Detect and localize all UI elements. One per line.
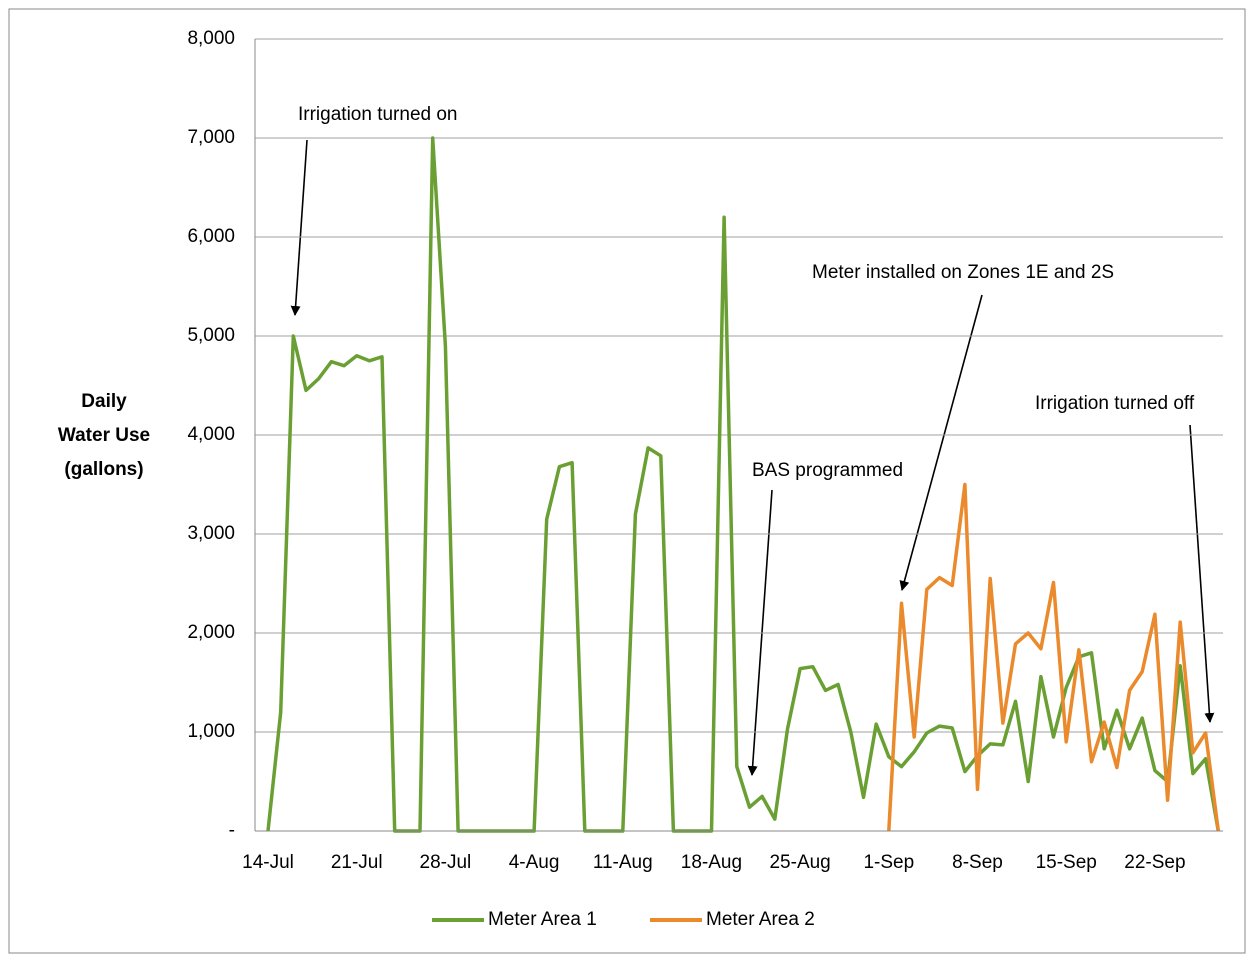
y-axis-label: Daily bbox=[81, 391, 127, 412]
annotation: Irrigation turned off bbox=[1035, 393, 1195, 414]
x-tick-label: 14-Jul bbox=[242, 852, 294, 873]
frame bbox=[8, 8, 1246, 954]
y-tick-label: 5,000 bbox=[187, 325, 235, 346]
y-tick-label: 2,000 bbox=[187, 622, 235, 643]
y-axis-label: (gallons) bbox=[64, 459, 143, 480]
y-tick-label: 3,000 bbox=[187, 523, 235, 544]
arrow bbox=[1189, 424, 1215, 723]
x-tick-label: 1-Sep bbox=[863, 852, 914, 873]
x-tick-label: 11-Aug bbox=[593, 852, 653, 873]
series-line bbox=[266, 136, 1221, 833]
x-tick-label: 8-Sep bbox=[952, 852, 1003, 873]
x-tick-label: 28-Jul bbox=[420, 852, 472, 873]
legend-label: Meter Area 2 bbox=[706, 909, 815, 930]
annotation: BAS programmed bbox=[752, 460, 903, 481]
y-tick-label: 4,000 bbox=[187, 424, 235, 445]
legend-label: Meter Area 1 bbox=[488, 909, 597, 930]
x-tick-label: 25-Aug bbox=[769, 852, 830, 873]
x-tick-label: 4-Aug bbox=[509, 852, 560, 873]
y-axis-label: Water Use bbox=[58, 425, 150, 446]
x-tick-label: 18-Aug bbox=[681, 852, 742, 873]
y-tick-label: 8,000 bbox=[187, 28, 235, 49]
x-tick-label: 15-Sep bbox=[1036, 852, 1097, 873]
y-tick-label: 6,000 bbox=[187, 226, 235, 247]
arrow bbox=[899, 294, 983, 591]
series-line bbox=[887, 482, 1221, 832]
y-tick-label: - bbox=[229, 820, 235, 841]
x-tick-label: 21-Jul bbox=[331, 852, 383, 873]
y-tick-label: 1,000 bbox=[187, 721, 235, 742]
y-tick-label: 7,000 bbox=[187, 127, 235, 148]
x-tick-label: 22-Sep bbox=[1124, 852, 1185, 873]
arrow bbox=[290, 139, 308, 316]
annotation: Irrigation turned on bbox=[298, 104, 458, 125]
annotation: Meter installed on Zones 1E and 2S bbox=[812, 262, 1114, 283]
